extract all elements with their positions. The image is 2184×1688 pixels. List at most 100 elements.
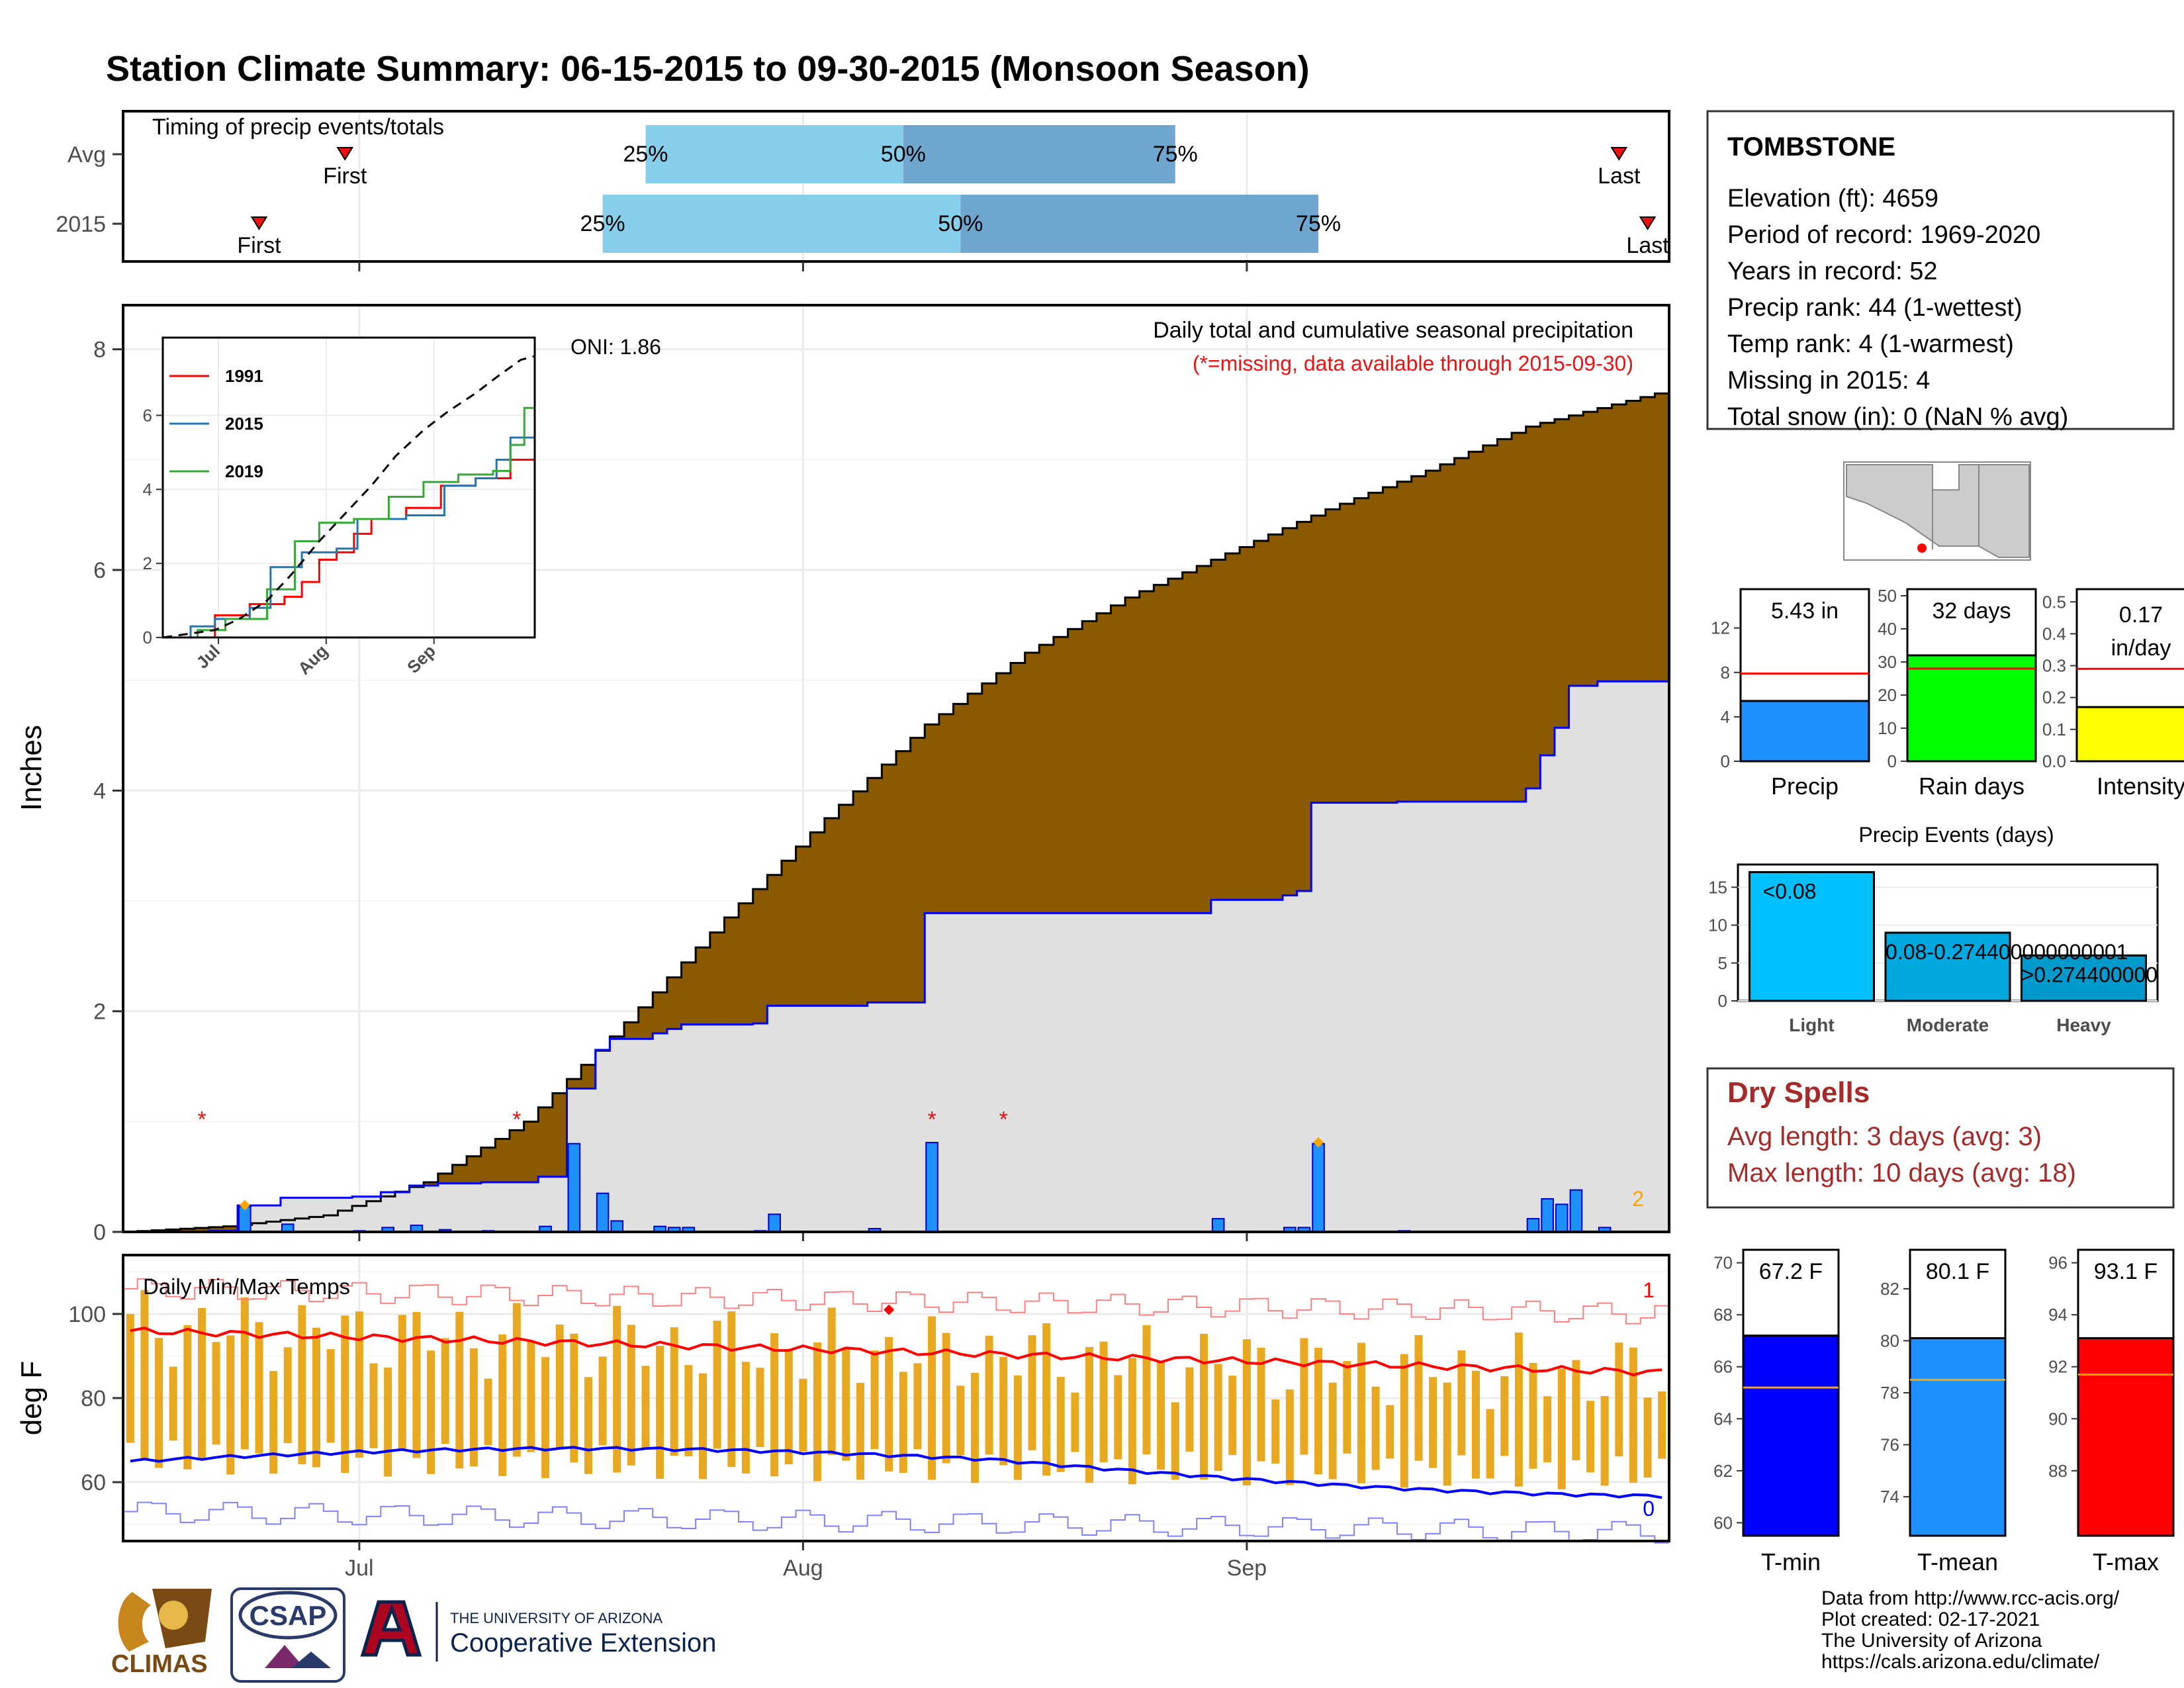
record-high-count: 1 — [1643, 1278, 1655, 1302]
event-category: Light — [1789, 1015, 1834, 1035]
temp-bar-y-tick: 64 — [1713, 1409, 1733, 1429]
temp-bar-y-tick: 60 — [1713, 1513, 1733, 1532]
daily-temp-range-bar — [1042, 1323, 1051, 1476]
daily-precip-bar — [567, 1143, 581, 1233]
daily-temp-range-bar — [985, 1335, 993, 1455]
daily-temp-range-bar — [1214, 1364, 1222, 1472]
daily-temp-range-bar — [641, 1366, 650, 1448]
event-category: Moderate — [1907, 1015, 1989, 1035]
q50-label: 50% — [938, 211, 983, 236]
daily-temp-range-bar — [384, 1367, 392, 1477]
season-summary-bars: 0 4 8 12 5.43 in Precip 0 10 20 30 40 50 32 days Rain… — [1711, 586, 2184, 800]
temp-daily-bars — [126, 1289, 1666, 1489]
daily-temp-range-bar — [684, 1365, 693, 1457]
events-y-tick: 0 — [1718, 991, 1727, 1011]
daily-precip-bar — [768, 1213, 781, 1233]
daily-temp-range-bar — [1056, 1376, 1065, 1472]
timing-row-label: 2015 — [56, 212, 106, 237]
mini-bar-name: Precip — [1771, 773, 1839, 800]
daily-precip-bar — [1555, 1203, 1569, 1233]
mini-bar-value: 32 days — [1932, 598, 2011, 624]
q75-label: 75% — [1296, 211, 1341, 236]
first-event-marker — [336, 147, 354, 161]
daily-precip-bar — [596, 1192, 610, 1233]
daily-temp-range-bar — [756, 1368, 764, 1448]
daily-temp-range-bar — [398, 1315, 406, 1449]
mini-bar-Rain days — [1906, 654, 2037, 763]
mini-bar-y-tick: 0.1 — [2042, 720, 2066, 739]
daily-temp-range-bar — [455, 1311, 464, 1469]
missing-data-mark: * — [999, 1107, 1008, 1132]
temp-x-tick: Jul — [345, 1556, 373, 1581]
notable-day-marker — [239, 1199, 250, 1211]
daily-precip-bar — [610, 1220, 624, 1233]
temp-bar-name: T-min — [1761, 1548, 1821, 1575]
dry-spells-max: Max length: 10 days (avg: 18) — [1727, 1158, 2076, 1188]
event-bar-Moderate — [1884, 931, 2011, 1002]
ua-line1: THE UNIVERSITY OF ARIZONA — [450, 1610, 662, 1626]
daily-temp-range-bar — [1629, 1347, 1637, 1483]
daily-temp-range-bar — [627, 1325, 635, 1466]
temp-y-axis: 60 80 100 — [68, 1302, 123, 1495]
mini-bar-y-tick: 10 — [1878, 718, 1897, 738]
event-bar-Light — [1749, 870, 1875, 1002]
daily-precip-bar — [1312, 1143, 1325, 1233]
climas-logo-text: CLIMAS — [111, 1650, 208, 1678]
mini-bar-y-tick: 12 — [1711, 618, 1730, 638]
daily-temp-range-bar — [1257, 1347, 1265, 1462]
ua-logo: THE UNIVERSITY OF ARIZONA Cooperative Ex… — [360, 1600, 716, 1662]
daily-temp-range-bar — [770, 1333, 779, 1477]
last-label: Last — [1598, 164, 1641, 189]
mini-bar-value: 0.17 — [2119, 602, 2163, 628]
missing-data-mark: * — [197, 1107, 206, 1132]
daily-temp-range-bar — [1500, 1376, 1509, 1456]
avg-high-line — [130, 1327, 1662, 1377]
dry-spells-title: Dry Spells — [1727, 1076, 1870, 1109]
quartile-25-50-bar — [602, 195, 961, 253]
inset-y-tick: 0 — [143, 628, 152, 647]
station-name: TOMBSTONE — [1727, 132, 1895, 162]
temp-bar-value: 93.1 F — [2094, 1259, 2158, 1284]
daily-precip-bar — [1211, 1218, 1225, 1233]
climas-logo: CLIMAS — [111, 1589, 212, 1678]
precip-y-label: Inches — [15, 725, 48, 811]
daily-temp-range-bar — [183, 1325, 192, 1470]
temp-bar-y-tick: 94 — [2048, 1305, 2068, 1325]
daily-temp-range-bar — [885, 1336, 893, 1472]
daily-temp-range-bar — [784, 1348, 793, 1465]
dry-spells-box: Dry Spells Avg length: 3 days (avg: 3) M… — [1706, 1067, 2175, 1209]
daily-temp-range-bar — [870, 1350, 879, 1450]
temp-x-axis: Jul Aug Sep — [345, 1541, 1267, 1581]
daily-temp-range-bar — [1142, 1325, 1151, 1455]
temp-bar-value: 67.2 F — [1759, 1259, 1823, 1284]
daily-temp-range-bar — [813, 1342, 822, 1481]
daily-temp-range-bar — [355, 1311, 363, 1458]
temp-x-tick: Sep — [1227, 1556, 1267, 1581]
legend-label: 2015 — [225, 414, 263, 434]
csap-logo: CSAP — [230, 1587, 345, 1683]
station-info-line: Temp rank: 4 (1-warmest) — [1727, 330, 2014, 358]
daily-temp-range-bar — [942, 1333, 950, 1464]
daily-temp-range-bar — [656, 1345, 664, 1479]
mini-bar-y-tick: 30 — [1878, 652, 1897, 672]
daily-temp-range-bar — [255, 1322, 263, 1454]
legend-label: 2019 — [225, 461, 263, 481]
timing-panel: Avg 25% 50% 75% First Last 2015 25% 50% 75% First L… — [56, 110, 1670, 271]
daily-temp-range-bar — [1615, 1342, 1623, 1457]
daily-temp-range-bar — [1371, 1386, 1380, 1470]
daily-precip-bar — [1526, 1218, 1540, 1233]
daily-temp-range-bar — [699, 1373, 707, 1479]
mini-bar-y-tick: 20 — [1878, 685, 1897, 705]
daily-temp-range-bar — [856, 1382, 864, 1480]
temp-bar-y-tick: 66 — [1713, 1357, 1733, 1377]
temp-summary-bars: 60 62 64 66 68 70 67.2 F T-min 74 76 78 80 82 80.1 F T… — [1713, 1248, 2175, 1575]
daily-temp-range-bar — [1514, 1333, 1523, 1487]
cumulative-2015-area — [123, 681, 1669, 1232]
daily-precip-bar — [1541, 1198, 1554, 1233]
mini-bar-value-unit: in/day — [2111, 635, 2171, 661]
daily-temp-range-bar — [1658, 1391, 1666, 1459]
daily-temp-range-bar — [1171, 1402, 1179, 1480]
daily-temp-range-bar — [527, 1340, 535, 1452]
credits: Data from http://www.rcc-acis.org/Plot c… — [1821, 1587, 2120, 1673]
inset-background — [163, 338, 535, 637]
